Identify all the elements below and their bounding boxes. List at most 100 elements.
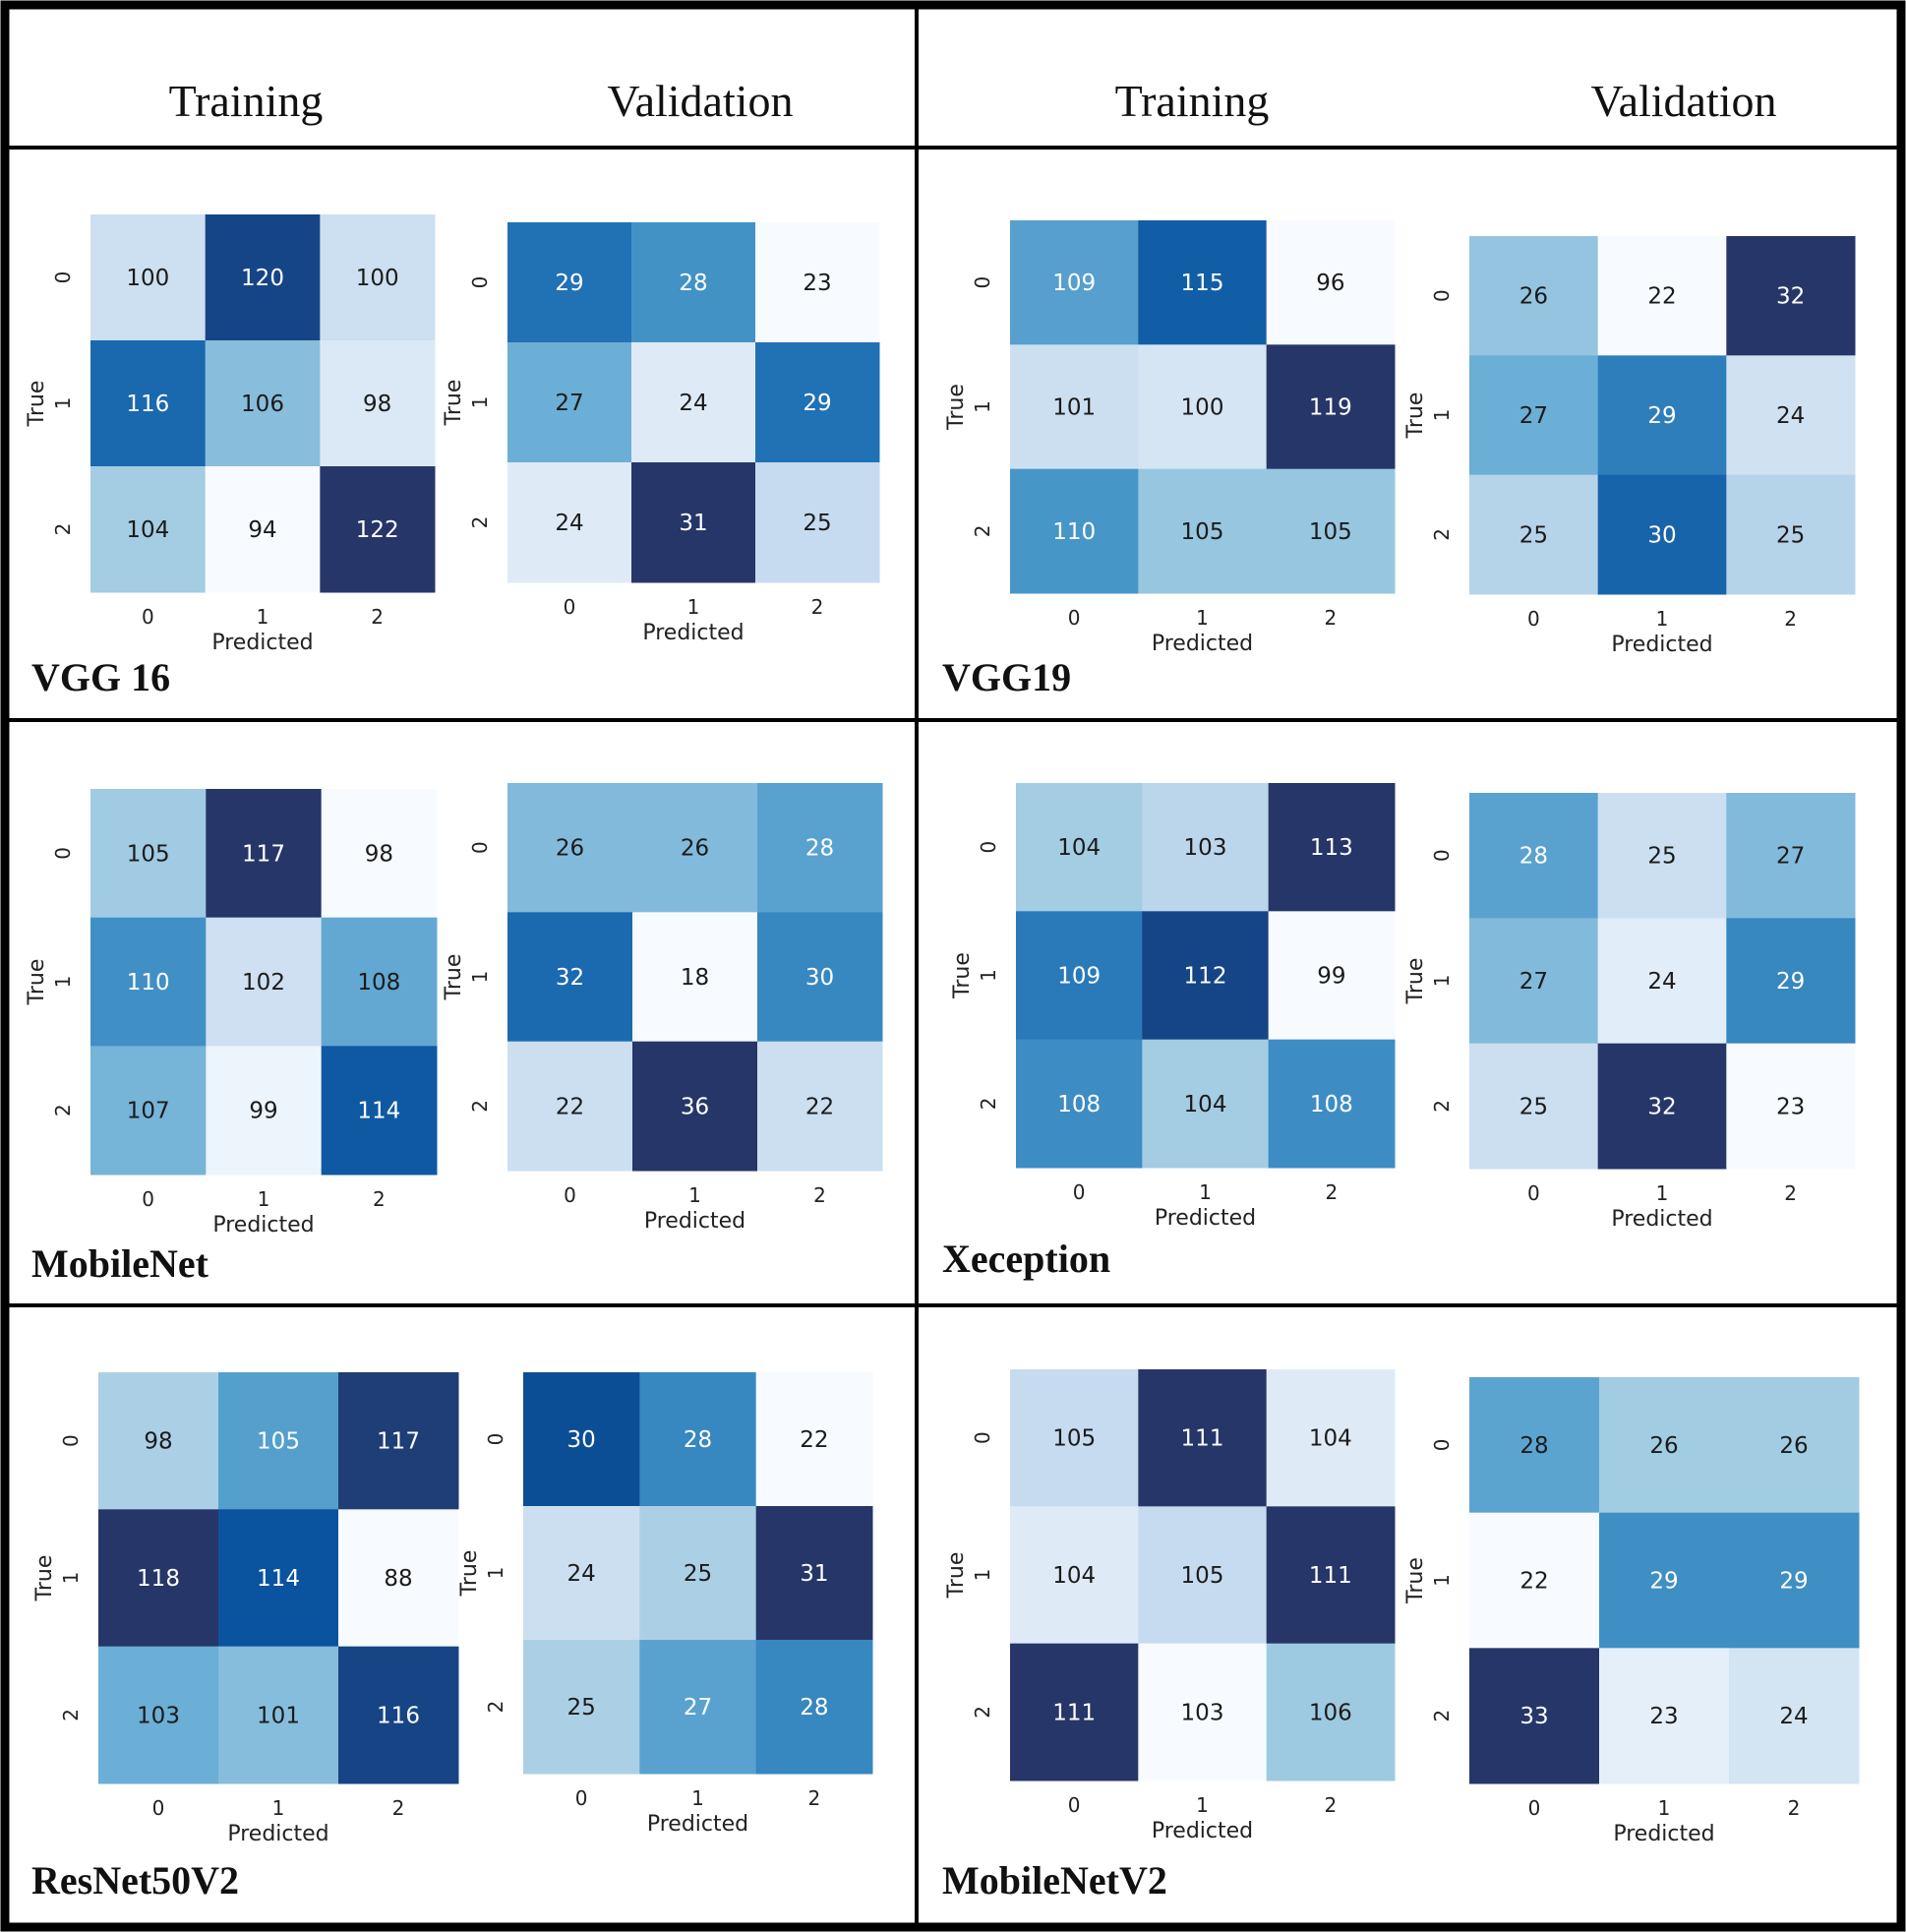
heatmap-cell-value: 118: [137, 1566, 180, 1592]
heatmap-cell-value: 104: [1057, 835, 1101, 861]
x-axis-label: Predicted: [1611, 1207, 1712, 1232]
header-right-training: Training: [1115, 76, 1270, 126]
heatmap-cell: [1726, 793, 1856, 919]
heatmap-cell-value: 29: [1649, 1569, 1678, 1595]
heatmap-cell: [1016, 1039, 1143, 1169]
heatmap-cell-value: 103: [137, 1703, 180, 1728]
heatmap-cell-value: 25: [684, 1561, 712, 1587]
heatmap-cell-value: 25: [1776, 522, 1805, 548]
heatmap-cell-value: 27: [1776, 844, 1805, 870]
heatmap-cell: [1010, 1643, 1139, 1781]
y-axis-label: True: [1403, 1557, 1428, 1604]
heatmap-cell-value: 23: [803, 271, 831, 296]
heatmap-cell-value: 96: [1316, 271, 1344, 296]
x-tick-label: 0: [1527, 607, 1540, 631]
heatmap-cell: [206, 917, 323, 1047]
heatmap-cell: [1266, 1369, 1396, 1507]
heatmap-cell: [755, 342, 880, 463]
heatmap-cell-value: 26: [1649, 1433, 1678, 1459]
heatmap-cell: [639, 1372, 757, 1507]
heatmap-cell: [321, 917, 438, 1047]
heatmap-cell: [639, 1640, 757, 1775]
heatmap-cell-value: 23: [1649, 1704, 1678, 1729]
x-tick-label: 0: [1068, 1793, 1081, 1817]
y-tick-label: 0: [51, 847, 75, 860]
heatmap-cell: [755, 1506, 873, 1641]
y-tick-label: 1: [51, 976, 75, 989]
y-tick-label: 2: [971, 524, 994, 537]
y-tick-label: 0: [1430, 1438, 1454, 1451]
x-tick-label: 2: [1784, 607, 1797, 631]
heatmap-cell-value: 113: [1310, 835, 1353, 861]
heatmap-cell: [1268, 783, 1396, 912]
heatmap-cell: [1010, 344, 1139, 470]
x-tick-label: 2: [1788, 1796, 1801, 1820]
heatmap-cell-value: 26: [1779, 1433, 1808, 1459]
heatmap-cell-value: 105: [257, 1429, 300, 1455]
heatmap-cell: [757, 1041, 883, 1172]
heatmap-cell: [1016, 911, 1143, 1041]
heatmap-cell: [338, 1509, 459, 1648]
heatmap-mobilenetv2-training: 105 111 104 104 105 111 111 103 106 0 1 2 0 1 2 Predict…: [944, 1369, 1396, 1843]
y-tick-label: 2: [468, 1100, 492, 1113]
heatmap-cell-value: 29: [1776, 969, 1805, 995]
heatmap-mobilenetv2-validation: 28 26 26 22 29 29 33 23 24 0 1 2 0 1 2 Predicted True: [1403, 1377, 1860, 1846]
heatmap-cell: [755, 222, 880, 343]
y-tick-label: 0: [59, 1434, 83, 1447]
heatmap-cell: [206, 789, 323, 919]
heatmap-cell-value: 29: [555, 271, 583, 296]
x-tick-label: 0: [1073, 1180, 1086, 1204]
heatmap-cell: [1469, 918, 1599, 1045]
heatmap-cell: [205, 340, 321, 467]
heatmap-xeception-validation: 28 25 27 27 24 29 25 32 23 0 1 2 0 1 2 Predicted True: [1403, 793, 1856, 1232]
heatmap-cell-value: 98: [144, 1429, 172, 1455]
x-tick-label: 0: [575, 1786, 588, 1810]
heatmap-cell-value: 114: [257, 1566, 300, 1592]
heatmap-cell: [320, 214, 436, 341]
heatmap-cell-value: 29: [803, 391, 831, 416]
x-axis-label: Predicted: [1611, 633, 1712, 657]
heatmap-cell-value: 31: [679, 511, 707, 536]
heatmap-cell: [1726, 1043, 1856, 1170]
x-tick-label: 2: [373, 1187, 386, 1211]
y-tick-label: 1: [51, 397, 75, 410]
heatmap-cell: [90, 1046, 207, 1176]
heatmap-cell-value: 32: [1647, 1094, 1676, 1119]
heatmap-cell: [1266, 220, 1396, 345]
heatmap-cell: [507, 783, 633, 913]
heatmap-cell-value: 22: [805, 1094, 834, 1119]
heatmap-cell: [1010, 1506, 1139, 1645]
heatmap-cell: [1142, 911, 1270, 1041]
y-axis-label: True: [32, 1555, 57, 1602]
heatmap-cell-value: 22: [1519, 1569, 1548, 1595]
heatmap-cell: [1469, 1512, 1600, 1649]
heatmap-cell: [757, 783, 883, 913]
heatmap-cell-value: 100: [1181, 395, 1224, 421]
heatmap-cell-value: 105: [1181, 519, 1224, 545]
x-axis-label: Predicted: [211, 631, 313, 655]
y-tick-label: 1: [977, 969, 1000, 982]
y-axis-label: True: [1403, 392, 1428, 440]
heatmap-cell: [1138, 1369, 1268, 1507]
heatmap-cell: [631, 342, 756, 463]
heatmap-cell: [1469, 1043, 1599, 1170]
heatmap-cell: [1010, 1369, 1139, 1507]
y-axis-label: True: [1403, 958, 1428, 1005]
heatmap-cell: [1266, 344, 1396, 470]
heatmap-cell: [1726, 236, 1856, 356]
y-tick-label: 2: [484, 1701, 507, 1714]
heatmap-cell-value: 104: [1052, 1563, 1096, 1589]
heatmap-cell-value: 24: [1779, 1704, 1808, 1729]
heatmap-cell: [1729, 1648, 1860, 1784]
heatmap-cell: [1726, 918, 1856, 1045]
heatmap-cell-value: 26: [681, 836, 709, 862]
heatmap-cell: [1729, 1377, 1860, 1514]
heatmap-cell-value: 110: [127, 970, 170, 996]
x-axis-label: Predicted: [1152, 1819, 1253, 1843]
y-tick-label: 1: [1430, 975, 1454, 988]
model-label-vgg19: VGG19: [942, 655, 1071, 699]
heatmap-cell-value: 108: [1057, 1092, 1101, 1117]
y-axis-label: True: [25, 381, 49, 428]
